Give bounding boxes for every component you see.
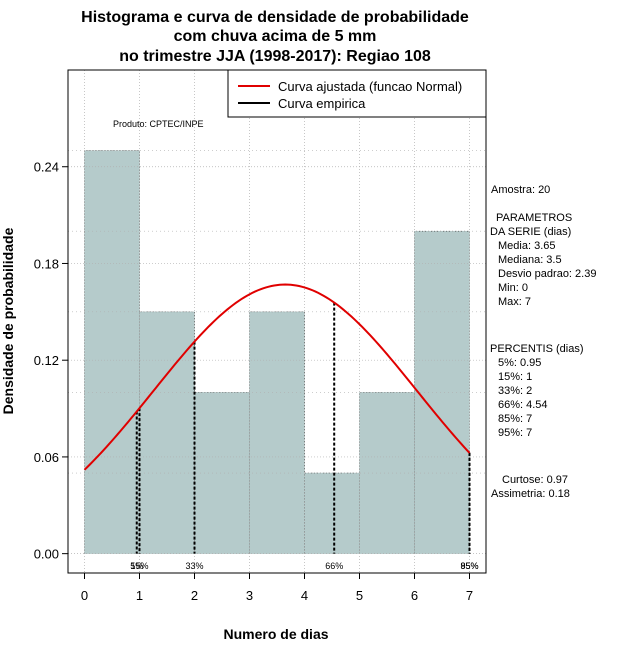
y-tick-label-2: 0.12 xyxy=(34,353,59,368)
histogram-bar-outline-3 xyxy=(249,311,305,554)
histogram-bar-5 xyxy=(359,392,415,554)
legend: Curva ajustada (funcao Normal) Curva emp… xyxy=(227,69,487,118)
histogram-bars xyxy=(84,150,470,554)
stat-min: Min: 0 xyxy=(498,282,528,294)
y-tick-label-0: 0.00 xyxy=(34,547,59,562)
percentile-label-4: 85% xyxy=(460,561,478,571)
histogram-bar-0 xyxy=(84,150,140,554)
percentile-label-2: 33% xyxy=(185,561,203,571)
y-axis-title: Densidade de probabilidade xyxy=(0,227,16,414)
stat-curtose: Curtose: 0.97 xyxy=(502,474,568,486)
legend-label-empirical: Curva empirica xyxy=(278,96,366,111)
axes: 0 1 2 3 4 5 6 7 0.00 0.06 0.12 0.18 0.24 xyxy=(34,160,473,603)
stat-amostra: Amostra: 20 xyxy=(491,184,550,196)
normal-curve xyxy=(83,283,471,471)
chart-title-line-3: no trimestre JJA (1998-2017): Regiao 108 xyxy=(119,48,431,65)
stat-max: Max: 7 xyxy=(498,296,531,308)
stats-panel: Amostra: 20 PARAMETROS DA SERIE (dias) M… xyxy=(490,184,596,500)
y-tick-label-3: 0.18 xyxy=(34,256,59,271)
percentile-lines: 5%15% 33% 66% 85%95% xyxy=(130,302,479,571)
histogram-bar-2 xyxy=(194,392,250,554)
stat-p15: 15%: 1 xyxy=(498,371,532,383)
histogram-bar-1 xyxy=(139,311,195,554)
x-tick-label-3: 3 xyxy=(246,588,253,603)
y-tick-label-1: 0.06 xyxy=(34,450,59,465)
y-tick-label-4: 0.24 xyxy=(34,160,59,175)
percentile-label-1: 15% xyxy=(130,561,148,571)
stat-p95: 95%: 7 xyxy=(498,427,532,439)
stat-parametros-subtitle: DA SERIE (dias) xyxy=(490,226,571,238)
percentile-label-0: 5% xyxy=(130,561,143,571)
histogram-bar-4 xyxy=(304,472,360,554)
product-label: Produto: CPTEC/INPE xyxy=(113,119,204,129)
normal-curve-layer xyxy=(83,283,471,471)
chart-title-line-2: com chuva acima de 5 mm xyxy=(174,28,377,45)
legend-label-fitted: Curva ajustada (funcao Normal) xyxy=(278,79,462,94)
histogram-bar-6 xyxy=(414,230,470,554)
chart-title-line-1: Histograma e curva de densidade de proba… xyxy=(81,9,469,26)
x-tick-label-0: 0 xyxy=(81,588,88,603)
stat-desvio: Desvio padrao: 2.39 xyxy=(498,268,596,280)
stat-p66: 66%: 4.54 xyxy=(498,399,548,411)
x-tick-label-7: 7 xyxy=(466,588,473,603)
percentile-label-5: 95% xyxy=(460,561,478,571)
x-tick-label-1: 1 xyxy=(136,588,143,603)
percentile-label-3: 66% xyxy=(325,561,343,571)
stat-p85: 85%: 7 xyxy=(498,413,532,425)
x-tick-label-2: 2 xyxy=(191,588,198,603)
stat-mediana: Mediana: 3.5 xyxy=(498,254,562,266)
stat-media: Media: 3.65 xyxy=(498,240,555,252)
stat-p33: 33%: 2 xyxy=(498,385,532,397)
histogram-bar-3 xyxy=(249,311,305,554)
stat-p5: 5%: 0.95 xyxy=(498,357,541,369)
x-tick-label-4: 4 xyxy=(301,588,308,603)
x-tick-label-6: 6 xyxy=(411,588,418,603)
legend-box xyxy=(227,69,487,118)
stat-percentis-title: PERCENTIS (dias) xyxy=(490,343,584,355)
stat-assimetria: Assimetria: 0.18 xyxy=(491,488,570,500)
x-tick-label-5: 5 xyxy=(356,588,363,603)
x-axis-title: Numero de dias xyxy=(223,626,328,642)
stat-parametros-title: PARAMETROS xyxy=(496,212,572,224)
